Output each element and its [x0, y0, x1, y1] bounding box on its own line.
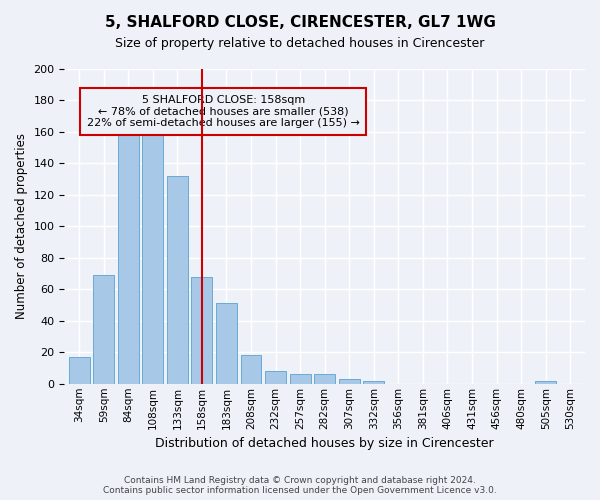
Text: Size of property relative to detached houses in Cirencester: Size of property relative to detached ho…	[115, 38, 485, 51]
Bar	[339, 379, 359, 384]
Bar	[142, 127, 163, 384]
Bar	[191, 276, 212, 384]
X-axis label: Distribution of detached houses by size in Cirencester: Distribution of detached houses by size …	[155, 437, 494, 450]
Text: Contains HM Land Registry data © Crown copyright and database right 2024.
Contai: Contains HM Land Registry data © Crown c…	[103, 476, 497, 495]
Bar	[241, 356, 262, 384]
Bar	[265, 371, 286, 384]
Y-axis label: Number of detached properties: Number of detached properties	[15, 134, 28, 320]
Bar	[69, 357, 89, 384]
Bar	[314, 374, 335, 384]
Bar	[216, 304, 237, 384]
Bar	[290, 374, 311, 384]
Bar	[535, 380, 556, 384]
Bar	[118, 132, 139, 384]
Bar	[364, 380, 384, 384]
Text: 5 SHALFORD CLOSE: 158sqm
← 78% of detached houses are smaller (538)
22% of semi-: 5 SHALFORD CLOSE: 158sqm ← 78% of detach…	[87, 95, 359, 128]
Text: 5, SHALFORD CLOSE, CIRENCESTER, GL7 1WG: 5, SHALFORD CLOSE, CIRENCESTER, GL7 1WG	[104, 15, 496, 30]
Bar	[93, 275, 114, 384]
Bar	[167, 176, 188, 384]
